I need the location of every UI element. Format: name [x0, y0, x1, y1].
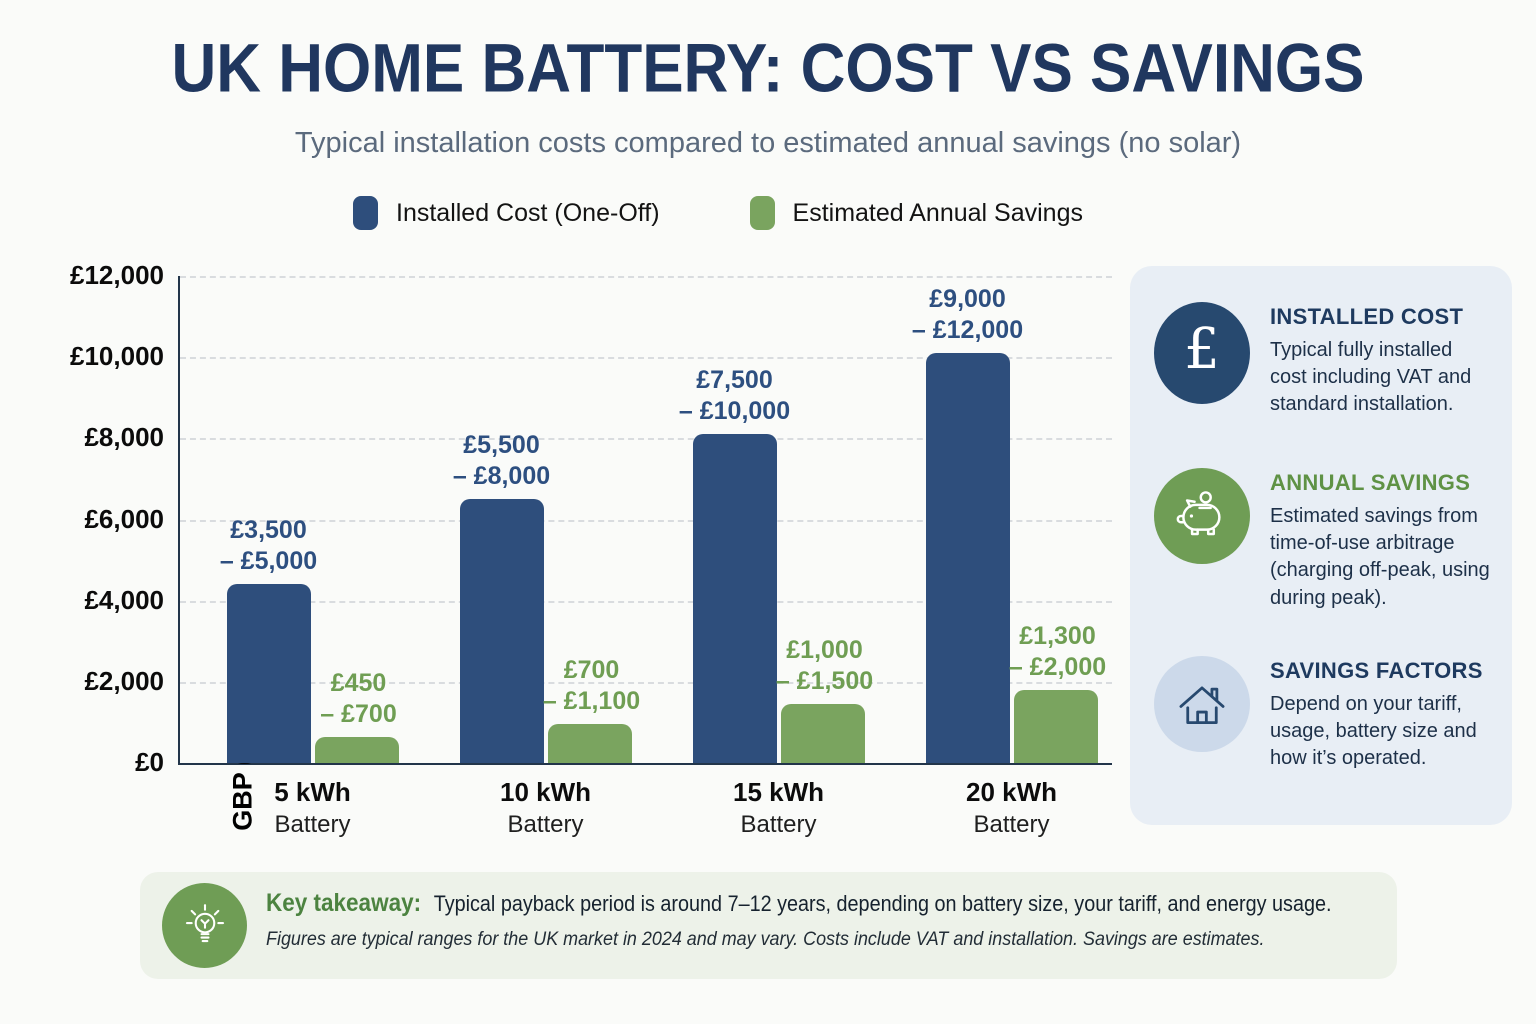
- takeaway-label: Key takeaway:: [266, 889, 422, 917]
- y-tick-label: £8,000: [84, 422, 164, 453]
- savings-swatch-icon: [749, 196, 775, 230]
- cost-bar-20-kwh: [925, 353, 1010, 763]
- pound-icon: £: [1154, 302, 1250, 404]
- savings-bar-15-kwh: [780, 704, 865, 763]
- info-body-annual-savings: Estimated savings from time-of-use arbit…: [1270, 505, 1490, 609]
- cost-bar-10-kwh: [459, 499, 544, 763]
- takeaway-line: Key takeaway: Typical payback period is a…: [266, 889, 1332, 918]
- category-label: 5 kWh: [274, 777, 351, 807]
- pound-symbol: £: [1184, 317, 1220, 382]
- cost-range-label: £9,000 – £12,000: [911, 285, 1024, 344]
- x-axis-label: 5 kWh Battery: [223, 777, 403, 839]
- y-tick-label: £4,000: [84, 584, 164, 615]
- savings-bar-10-kwh: [547, 724, 632, 763]
- y-tick-label: £6,000: [84, 503, 164, 534]
- info-heading-installed-cost: INSTALLED COST: [1270, 304, 1464, 329]
- category-label: 10 kWh: [499, 777, 592, 807]
- legend-item-installed-cost: Installed Cost (One-Off): [353, 196, 660, 230]
- info-item-annual-savings: ANNUAL SAVINGS Estimated savings from ti…: [1154, 468, 1490, 612]
- takeaway-text: Key takeaway: Typical payback period is a…: [266, 889, 1391, 951]
- page-title: UK HOME BATTERY: COST VS SAVINGS: [171, 31, 1365, 108]
- y-tick-label: £10,000: [70, 341, 164, 372]
- category-sublabel: Battery: [507, 811, 584, 838]
- info-body-savings-factors: Depend on your tariff, usage, battery si…: [1270, 693, 1477, 770]
- key-takeaway-bar: Key takeaway: Typical payback period is a…: [140, 872, 1397, 979]
- bar-chart-plot-area: GBP (£) £0 £2,000 £4,000 £6,000 £8,000 £10,00…: [70, 260, 1112, 838]
- cost-range-label: £7,500 – £10,000: [678, 366, 791, 425]
- disclaimer-note: Figures are typical ranges for the UK ma…: [266, 928, 1265, 950]
- x-axis-label: 20 kWh Battery: [922, 777, 1102, 839]
- savings-range-label: £450 – £700: [320, 669, 397, 728]
- gridline: [180, 600, 1112, 603]
- category-label: 15 kWh: [732, 777, 825, 807]
- info-text: ANNUAL SAVINGS Estimated savings from ti…: [1270, 468, 1490, 612]
- cost-range-label: £3,500 – £5,000: [219, 516, 318, 575]
- house-icon: [1154, 656, 1250, 752]
- gridline: [180, 519, 1112, 522]
- gridline: [180, 357, 1112, 360]
- gridline: [180, 681, 1112, 684]
- x-axis-label: 10 kWh Battery: [456, 777, 636, 839]
- page-subtitle: Typical installation costs compared to e…: [294, 127, 1242, 159]
- piggy-bank-icon: [1154, 468, 1250, 564]
- x-axis-label: 15 kWh Battery: [689, 777, 869, 839]
- legend-label-cost: Installed Cost (One-Off): [396, 198, 660, 227]
- savings-bar-20-kwh: [1013, 690, 1098, 763]
- info-item-savings-factors: SAVINGS FACTORS Depend on your tariff, u…: [1154, 656, 1490, 773]
- y-tick-label: £12,000: [70, 260, 164, 290]
- info-text: INSTALLED COST Typical fully installed c…: [1270, 302, 1490, 419]
- savings-range-label: £1,000 – £1,500: [775, 636, 874, 695]
- info-body-installed-cost: Typical fully installed cost including V…: [1270, 339, 1472, 416]
- legend-label-savings: Estimated Annual Savings: [792, 198, 1083, 227]
- info-panel: £ INSTALLED COST Typical fully installed…: [1130, 266, 1512, 825]
- category-sublabel: Battery: [973, 811, 1050, 838]
- savings-range-label: £700 – £1,100: [542, 656, 641, 715]
- cost-bar-5-kwh: [226, 584, 311, 763]
- cost-swatch-icon: [353, 196, 378, 230]
- info-item-installed-cost: £ INSTALLED COST Typical fully installed…: [1154, 302, 1490, 419]
- category-sublabel: Battery: [274, 811, 351, 838]
- info-text: SAVINGS FACTORS Depend on your tariff, u…: [1270, 656, 1490, 773]
- info-heading-annual-savings: ANNUAL SAVINGS: [1270, 470, 1471, 495]
- y-tick-label: £2,000: [84, 665, 164, 696]
- gridline: [180, 276, 1112, 278]
- cost-bar-15-kwh: [692, 434, 777, 763]
- category-label: 20 kWh: [965, 777, 1058, 807]
- takeaway-statement: Typical payback period is around 7–12 ye…: [433, 891, 1332, 916]
- savings-range-label: £1,300 – £2,000: [1008, 622, 1107, 681]
- gridline: [180, 438, 1112, 441]
- info-heading-savings-factors: SAVINGS FACTORS: [1270, 658, 1483, 683]
- category-sublabel: Battery: [740, 811, 817, 838]
- savings-bar-5-kwh: [314, 737, 399, 763]
- chart-legend: Installed Cost (One-Off) Estimated Annua…: [0, 196, 1486, 230]
- cost-range-label: £5,500 – £8,000: [452, 431, 551, 490]
- lightbulb-icon: [162, 883, 247, 968]
- legend-item-annual-savings: Estimated Annual Savings: [749, 196, 1083, 230]
- y-tick-label: £0: [135, 747, 164, 777]
